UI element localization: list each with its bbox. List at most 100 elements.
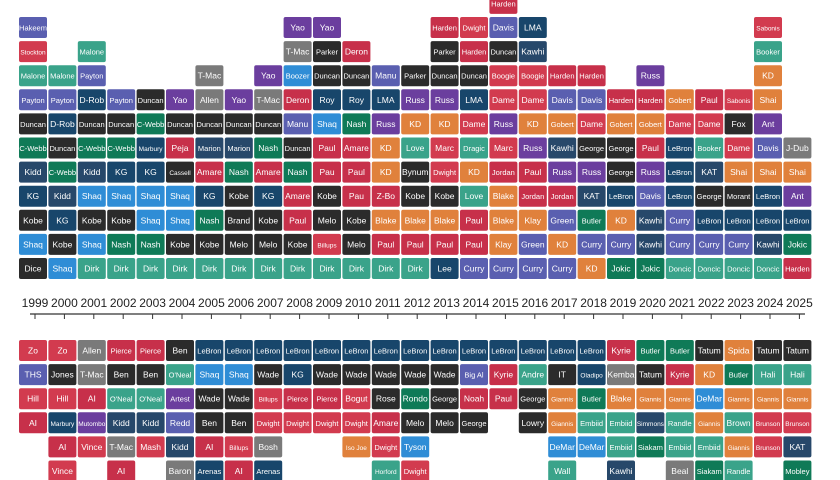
player-tile-bg	[548, 65, 577, 87]
player-tile-bg	[166, 436, 194, 458]
player-tile-bg	[577, 185, 606, 207]
upper-player-tile: LeBron	[607, 185, 635, 207]
player-tile-bg	[695, 258, 724, 279]
player-tile-bg	[195, 209, 224, 231]
player-tile-bg	[665, 137, 694, 159]
player-tile-bg	[48, 65, 77, 87]
upper-player-tile: Kobe	[254, 209, 283, 231]
player-tile-bg	[313, 364, 341, 386]
lower-player-tile: Blake	[607, 388, 635, 410]
upper-player-tile: LMA	[518, 17, 547, 38]
upper-player-tile: T-Mac	[283, 41, 312, 63]
year-label: 2021	[668, 296, 695, 310]
player-tile-bg	[136, 388, 165, 410]
player-tile-bg	[19, 161, 47, 183]
player-tile-bg	[283, 185, 312, 207]
player-tile-label: Amare	[285, 191, 310, 201]
player-tile-label: LeBron	[197, 347, 221, 356]
upper-player-tile: Nash	[283, 161, 312, 183]
player-tile-label: Shai	[759, 167, 776, 177]
player-tile-label: C-Webb	[108, 144, 135, 153]
player-tile-bg	[636, 185, 665, 207]
player-tile-label: LeBron	[286, 347, 310, 356]
player-tile-bg	[371, 89, 400, 111]
lower-player-tile: Andre	[518, 364, 547, 386]
player-tile-label: DeMar	[579, 442, 605, 452]
lower-player-tile: Hill	[48, 388, 77, 410]
player-tile-bg	[460, 364, 488, 386]
player-tile-label: Giannis	[786, 397, 809, 404]
player-tile-label: Kawhi	[639, 239, 662, 249]
year-label: 2015	[492, 296, 519, 310]
player-tile-bg	[77, 340, 106, 361]
player-tile-bg	[460, 65, 488, 87]
lower-player-tile: Vince	[48, 460, 77, 480]
player-tile-bg	[342, 113, 371, 135]
player-tile-bg	[224, 89, 253, 111]
upper-player-tile: Shai	[754, 161, 782, 183]
upper-player-tile: Dirk	[77, 258, 106, 279]
player-tile-bg	[489, 161, 518, 183]
player-tile-bg	[754, 65, 782, 87]
player-tile-label: Embiid	[610, 419, 633, 428]
upper-player-tile: Harden	[783, 258, 812, 279]
player-tile-bg	[695, 113, 724, 135]
player-tile-bg	[313, 17, 341, 38]
player-tile-label: Brunson	[756, 445, 781, 452]
lower-player-tile: Wade	[430, 364, 459, 386]
upper-player-tile: Russ	[401, 89, 430, 111]
lower-player-tile: Jones	[48, 364, 77, 386]
year-label: 2024	[757, 296, 784, 310]
player-tile-label: Amare	[197, 167, 222, 177]
player-tile-label: LeBron	[580, 347, 604, 356]
player-tile-label: Kawhi	[609, 466, 632, 476]
upper-player-tile: Roy	[342, 89, 371, 111]
upper-player-tile: Payton	[107, 89, 136, 111]
player-tile-label: KG	[144, 167, 156, 177]
player-tile-bg	[19, 89, 47, 111]
year-label: 2010	[345, 296, 372, 310]
player-tile-bg	[548, 161, 577, 183]
upper-player-tile: Duncan	[48, 137, 77, 159]
player-tile-label: Ben	[172, 346, 187, 356]
lower-player-tile: Paul	[489, 388, 518, 410]
lower-player-tile: O'Neal	[107, 388, 136, 410]
player-tile-bg	[136, 113, 165, 135]
player-tile-label: Duncan	[490, 48, 516, 57]
player-tile-label: Tatum	[698, 346, 721, 356]
player-tile-label: LeBron	[668, 144, 692, 153]
player-tile-label: George	[608, 144, 633, 153]
upper-player-tile: KD	[460, 161, 488, 183]
player-tile-label: Harden	[491, 0, 516, 8]
player-tile-bg	[342, 185, 371, 207]
player-tile-label: Gobert	[668, 96, 692, 105]
lower-player-tile: Wade	[195, 388, 224, 410]
player-tile-bg	[342, 65, 371, 87]
upper-player-tile: Shaq	[313, 113, 341, 135]
player-tile-bg	[430, 209, 459, 231]
player-tile-label: Payton	[110, 96, 133, 105]
upper-player-tile: Blake	[401, 209, 430, 231]
player-tile-bg	[19, 209, 47, 231]
upper-player-tile: Paul	[695, 89, 724, 111]
player-tile-label: Kawhi	[639, 215, 662, 225]
player-tile-label: Bosh	[259, 442, 279, 452]
player-tile-bg	[401, 340, 430, 361]
upper-player-tile: Marc	[430, 137, 459, 159]
player-tile-label: KD	[409, 119, 421, 129]
player-tile-bg	[783, 364, 812, 386]
upper-player-tile: Shai	[783, 161, 812, 183]
player-tile-label: Davis	[552, 95, 573, 105]
player-tile-label: C-Webb	[49, 168, 76, 177]
player-tile-bg	[665, 209, 694, 231]
player-tile-bg	[548, 364, 577, 386]
player-tile-bg	[48, 436, 77, 458]
upper-player-tile: Paul	[313, 137, 341, 159]
upper-player-tile: Marion	[195, 137, 224, 159]
player-tile-bg	[313, 209, 341, 231]
lower-player-tile: DeMar	[548, 436, 577, 458]
player-tile-label: Kobe	[23, 215, 43, 225]
upper-player-tile: Dirk	[283, 258, 312, 279]
year-label: 2002	[110, 296, 137, 310]
upper-player-tile: Doncic	[754, 258, 782, 279]
